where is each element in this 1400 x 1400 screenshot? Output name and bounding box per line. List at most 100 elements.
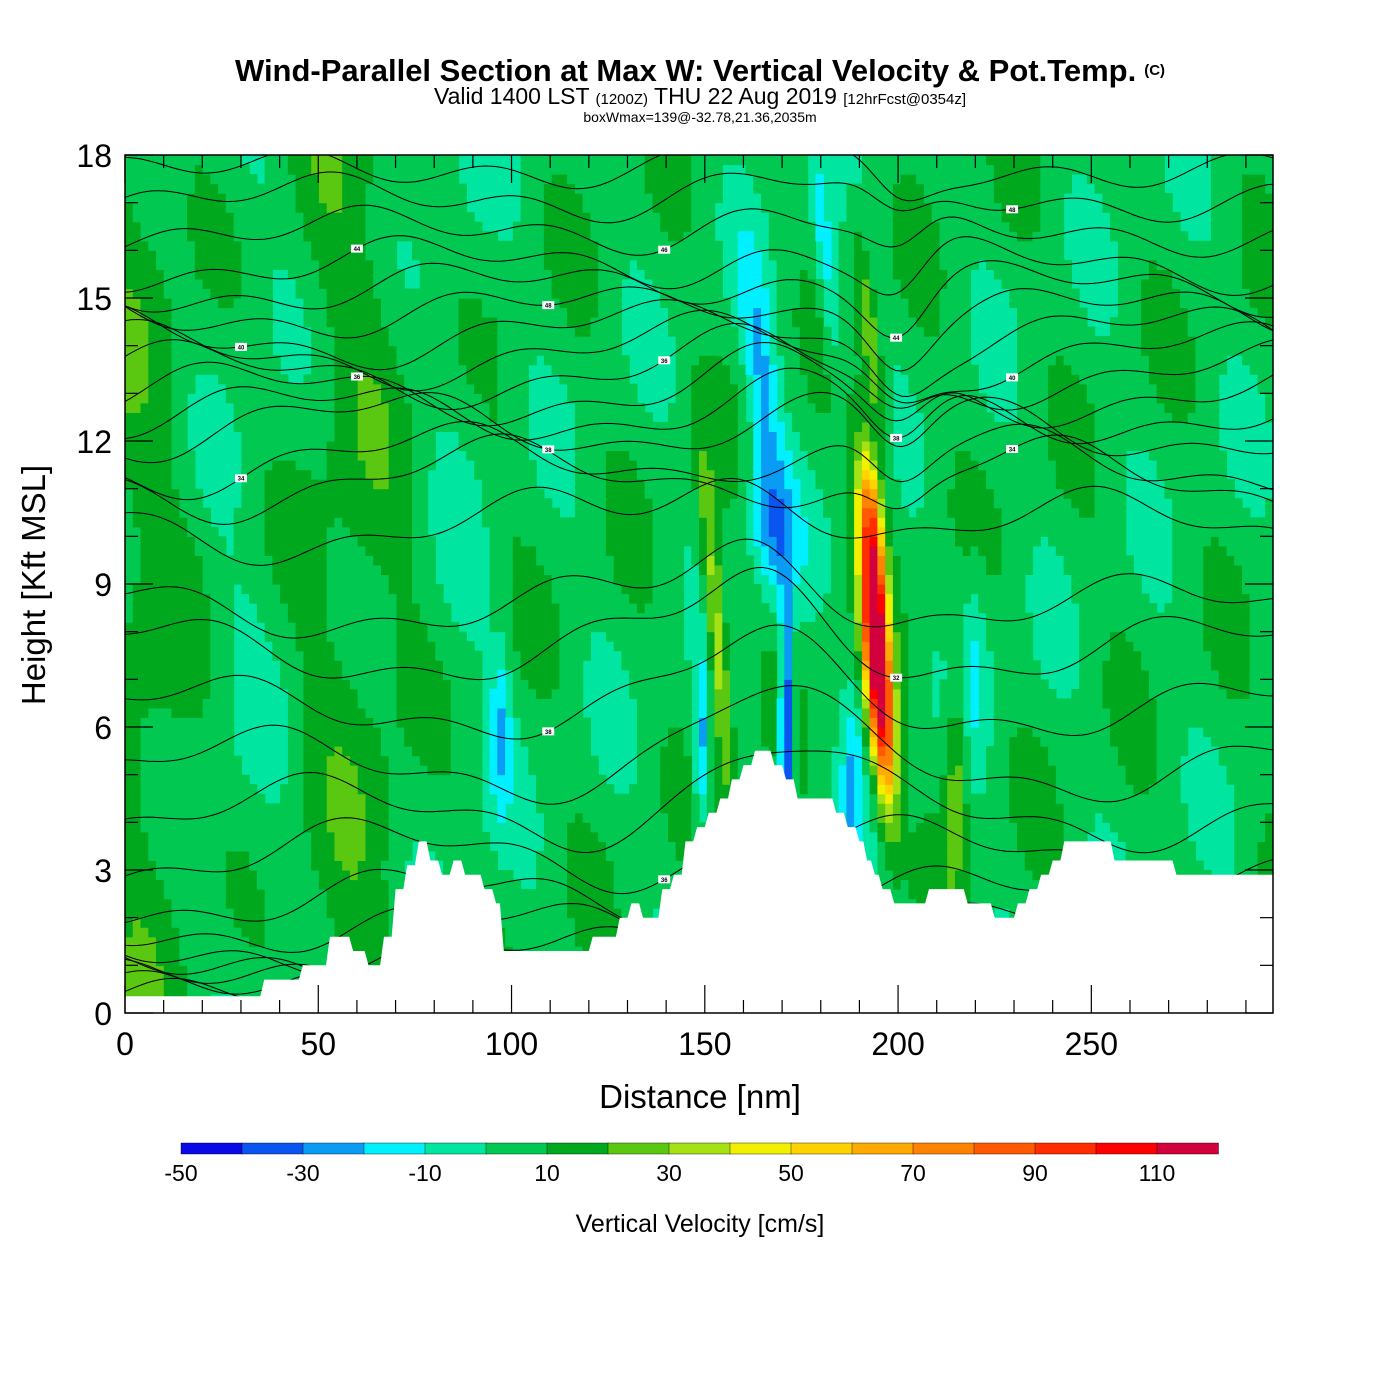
- contour-label-bg: [542, 727, 555, 736]
- subtitle-forecast: [12hrFcst@0354z]: [843, 91, 966, 108]
- contour-label-bg: [658, 875, 671, 884]
- contour-label-bg: [234, 342, 247, 351]
- contour-label-bg: [890, 333, 903, 342]
- contour-label: 34: [1009, 447, 1016, 453]
- x-tick-label: 100: [485, 1026, 538, 1062]
- colorbar-swatch: [546, 1142, 609, 1155]
- theta-contour-line: [125, 309, 1273, 404]
- colorbar-swatch: [1095, 1142, 1158, 1155]
- colorbar: -50 -30 -10 10 30 50 70 90 110: [164, 1142, 1219, 1186]
- colorbar-tick-label: 110: [1139, 1160, 1176, 1186]
- contour-label-bg: [350, 244, 363, 253]
- colorbar-swatch: [363, 1142, 426, 1155]
- theta-contour-line: [125, 286, 1273, 372]
- colorbar-swatch: [485, 1142, 548, 1155]
- contour-label: 48: [545, 304, 552, 310]
- chart-subtitle: Valid 1400 LST (1200Z) THU 22 Aug 2019 […: [434, 83, 966, 109]
- subtitle-valid: Valid 1400 LST: [434, 83, 590, 109]
- contour-label-bg: [542, 445, 555, 454]
- contour-label-bg: [890, 433, 903, 442]
- contour-label: 44: [893, 336, 900, 342]
- y-tick-label: 6: [94, 710, 112, 746]
- contour-label-bg: [1006, 373, 1019, 382]
- theta-contour-line: [125, 235, 1273, 296]
- contour-label: 36: [661, 878, 668, 884]
- theta-contour-line: [125, 323, 1273, 411]
- terrain: [125, 750, 1273, 1013]
- colorbar-swatch: [851, 1142, 914, 1155]
- subtitle-date: THU 22 Aug 2019: [654, 83, 837, 109]
- contour-label: 32: [893, 676, 900, 682]
- theta-contour-line: [125, 204, 1273, 258]
- colorbar-tick-label: 70: [900, 1160, 926, 1186]
- contour-label-bg: [658, 245, 671, 254]
- colorbar-label: Vertical Velocity [cm/s]: [576, 1210, 825, 1238]
- colorbar-swatch: [241, 1142, 304, 1155]
- colorbar-swatch: [1034, 1142, 1097, 1155]
- y-axis-label: Height [Kft MSL]: [15, 465, 52, 705]
- box-info: boxWmax=139@-32.78,21.36,2035m: [583, 109, 816, 125]
- colorbar-tick-label: -50: [164, 1160, 197, 1186]
- theta-contour-line: [125, 367, 1273, 445]
- contour-label: 48: [1009, 208, 1016, 214]
- y-tick-label: 3: [94, 853, 112, 889]
- x-tick-label: 250: [1065, 1026, 1118, 1062]
- plot-area: 36 38 32 34 34 38 38 36 36 40 40 48 44 44 46 48: [125, 155, 1273, 1013]
- title-mark: (C): [1144, 62, 1165, 79]
- contour-label-bg: [1006, 444, 1019, 453]
- contour-label: 34: [238, 477, 245, 483]
- x-tick-label: 200: [871, 1026, 924, 1062]
- contour-label: 36: [661, 359, 668, 365]
- colorbar-swatch: [973, 1142, 1036, 1155]
- x-tick-label: 150: [678, 1026, 731, 1062]
- colorbar-swatch: [790, 1142, 853, 1155]
- colorbar-swatch: [912, 1142, 975, 1155]
- contour-label: 44: [354, 247, 361, 253]
- colorbar-tick-label: 30: [656, 1160, 682, 1186]
- x-axis-label: Distance [nm]: [599, 1078, 801, 1115]
- theta-contour-line: [125, 624, 1273, 740]
- contour-label: 36: [354, 375, 361, 381]
- theta-contour-line: [125, 260, 1273, 339]
- theta-contour-line: [125, 478, 1273, 566]
- theta-contour-line: [125, 391, 1273, 464]
- contour-label-bg: [234, 474, 247, 483]
- colorbar-swatch: [424, 1142, 487, 1155]
- contour-label: 38: [893, 436, 900, 442]
- contour-label: 40: [1009, 376, 1016, 382]
- contour-labels: 36 38 32 34 34 38 38 36 36 40 40 48 44 44 46 48: [234, 205, 1019, 884]
- colorbar-swatch: [1156, 1142, 1219, 1155]
- contour-label: 40: [238, 345, 245, 351]
- subtitle-utc: (1200Z): [596, 91, 649, 108]
- theta-contour-line: [125, 538, 1273, 639]
- colorbar-swatch: [668, 1142, 731, 1155]
- chart-title: Wind-Parallel Section at Max W: Vertical…: [235, 53, 1165, 88]
- theta-contour-line: [125, 299, 1273, 398]
- theta-contour-line: [125, 341, 1273, 429]
- x-tick-label: 0: [116, 1026, 134, 1062]
- colorbar-swatch: [302, 1142, 365, 1155]
- contour-label-bg: [350, 372, 363, 381]
- colorbar-tick-label: -10: [408, 1160, 441, 1186]
- colorbar-swatch: [180, 1142, 243, 1155]
- contour-label-bg: [658, 356, 671, 365]
- theta-contour-line: [125, 420, 1273, 501]
- y-tick-label: 18: [76, 138, 112, 174]
- colorbar-swatch: [729, 1142, 792, 1155]
- x-tick-label: 50: [300, 1026, 336, 1062]
- contour-label: 38: [545, 448, 552, 454]
- colorbar-tick-label: 50: [778, 1160, 804, 1186]
- theta-contour-line: [125, 685, 1273, 805]
- contour-label: 46: [661, 248, 668, 254]
- contour-label-bg: [890, 673, 903, 682]
- contour-label-bg: [542, 301, 555, 310]
- contour-label: 38: [545, 730, 552, 736]
- y-tick-label: 12: [76, 424, 112, 460]
- theta-contour-line: [125, 171, 1273, 224]
- contour-label-bg: [1006, 205, 1019, 214]
- theta-contour-line: [125, 155, 1273, 202]
- theta-contour-line: [125, 750, 1273, 854]
- colorbar-tick-label: -30: [286, 1160, 319, 1186]
- y-tick-label: 15: [76, 281, 112, 317]
